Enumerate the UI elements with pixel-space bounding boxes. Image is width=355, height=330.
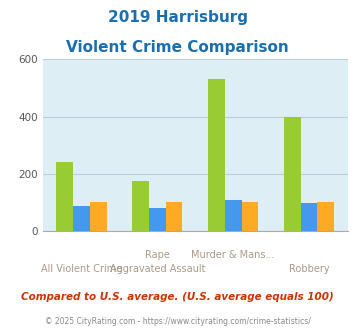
Bar xyxy=(132,181,149,231)
Text: Murder & Mans...: Murder & Mans... xyxy=(191,250,275,260)
Text: Violent Crime Comparison: Violent Crime Comparison xyxy=(66,40,289,54)
Bar xyxy=(149,208,166,231)
Bar xyxy=(73,206,90,231)
Bar xyxy=(208,80,225,231)
Bar xyxy=(166,202,182,231)
Text: 2019 Harrisburg: 2019 Harrisburg xyxy=(108,10,247,25)
Legend: Harrisburg, Pennsylvania, National: Harrisburg, Pennsylvania, National xyxy=(20,326,355,330)
Text: Rape: Rape xyxy=(145,250,170,260)
Bar xyxy=(225,200,241,231)
Bar xyxy=(90,202,106,231)
Bar xyxy=(301,203,317,231)
Bar xyxy=(317,202,334,231)
Bar xyxy=(56,162,73,231)
Text: Robbery: Robbery xyxy=(289,264,329,274)
Bar xyxy=(284,116,301,231)
Text: All Violent Crime: All Violent Crime xyxy=(41,264,122,274)
Text: Aggravated Assault: Aggravated Assault xyxy=(110,264,205,274)
Text: © 2025 CityRating.com - https://www.cityrating.com/crime-statistics/: © 2025 CityRating.com - https://www.city… xyxy=(45,317,310,326)
Bar xyxy=(241,202,258,231)
Text: Compared to U.S. average. (U.S. average equals 100): Compared to U.S. average. (U.S. average … xyxy=(21,292,334,302)
